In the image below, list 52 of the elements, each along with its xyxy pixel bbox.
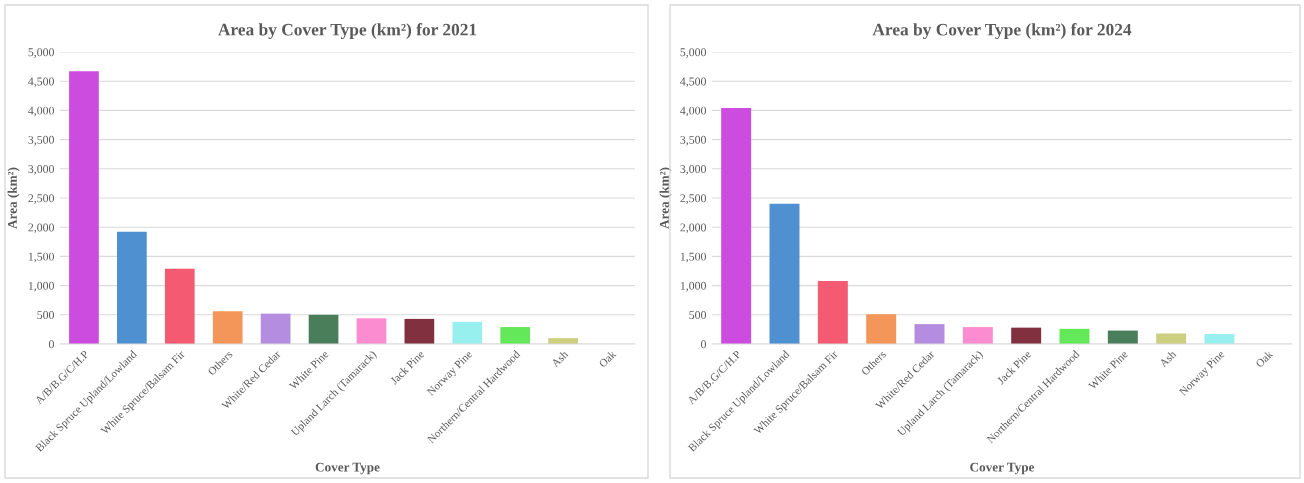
bar	[308, 314, 339, 344]
bar	[962, 327, 993, 344]
y-tick-label: 500	[37, 311, 54, 320]
bar	[500, 327, 531, 344]
y-tick-label: 1,000	[680, 281, 706, 292]
y-tick-label: 2,500	[680, 194, 706, 204]
chart-title: Area by Cover Type (km²) for 2024	[872, 23, 1132, 40]
y-tick-label: 3,500	[28, 135, 54, 146]
y-tick-label: 0	[48, 340, 54, 349]
y-tick-label: 4,500	[680, 77, 706, 88]
y-tick-label: 4,000	[28, 106, 54, 117]
bar	[164, 268, 195, 344]
y-axis-title: Area (km²)	[659, 167, 672, 229]
bar	[212, 311, 243, 344]
y-tick-label: 3,500	[680, 135, 706, 146]
bar	[866, 314, 897, 344]
y-tick-label: 1,500	[680, 252, 706, 263]
x-tick-label: Ash	[1158, 349, 1177, 368]
y-tick-label: 1,500	[28, 252, 54, 263]
bar	[452, 321, 483, 344]
y-tick-label: 3,000	[28, 165, 54, 175]
bar	[721, 108, 752, 344]
x-tick-label: Jack Pine	[996, 349, 1032, 385]
y-tick-label: 5,000	[28, 48, 54, 58]
x-tick-label: Oak	[1255, 349, 1274, 368]
bar	[69, 71, 99, 344]
y-axis-title: Area (km²)	[7, 167, 20, 229]
chart-title: Area by Cover Type (km²) for 2021	[218, 23, 477, 40]
bar	[1011, 327, 1042, 344]
y-tick-label: 2,000	[680, 223, 706, 234]
bar	[914, 324, 945, 344]
bar	[817, 280, 848, 344]
bar	[404, 318, 435, 344]
bar	[260, 313, 291, 344]
y-tick-label: 1,000	[28, 281, 54, 292]
y-tick-label: 2,500	[28, 194, 54, 204]
bar	[1156, 333, 1187, 344]
x-tick-label: Ash	[550, 349, 569, 368]
bar	[769, 203, 800, 344]
y-tick-label: 5,000	[680, 48, 706, 58]
y-tick-label: 4,000	[680, 106, 706, 117]
bar	[117, 231, 147, 344]
x-axis-title: Cover Type	[315, 462, 380, 475]
y-tick-label: 4,500	[28, 77, 54, 88]
bar	[356, 318, 387, 344]
y-tick-label: 0	[700, 340, 706, 349]
x-tick-label: Jack Pine	[389, 349, 425, 385]
x-tick-label: Oak	[598, 349, 617, 368]
x-axis-title: Cover Type	[970, 462, 1035, 475]
y-tick-label: 3,000	[680, 165, 706, 175]
y-tick-label: 500	[689, 311, 706, 320]
y-tick-label: 2,000	[28, 223, 54, 234]
